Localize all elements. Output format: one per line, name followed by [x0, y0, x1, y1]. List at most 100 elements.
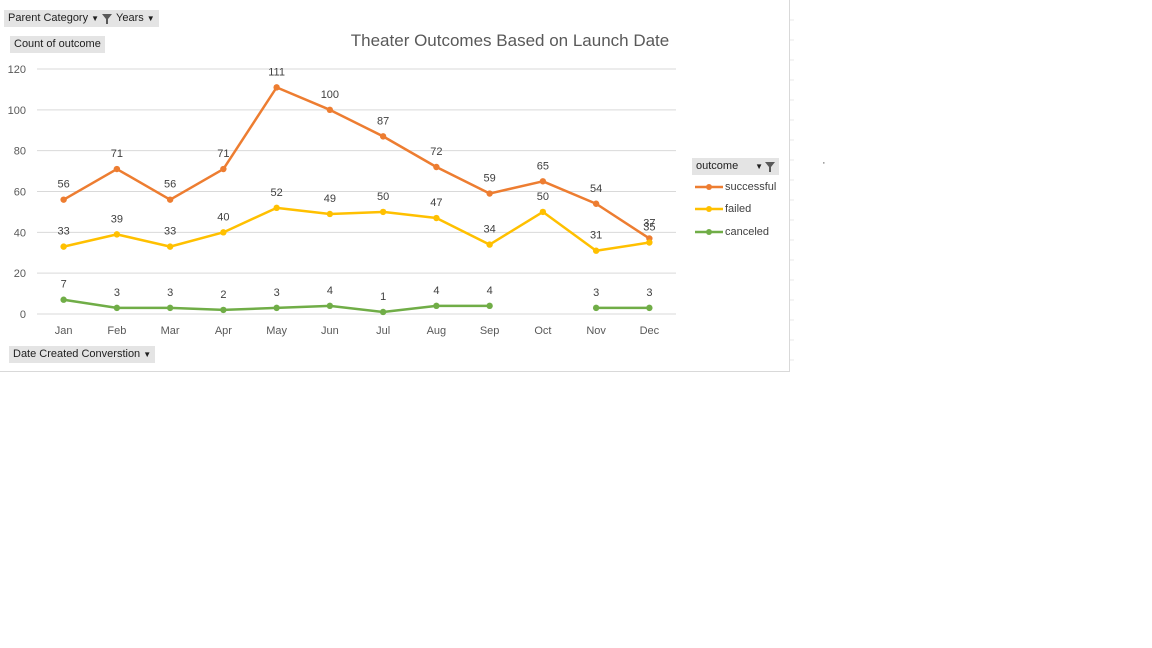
data-label-failed: 39: [111, 213, 123, 225]
data-point-failed: [592, 247, 600, 254]
stray-dot: ·: [822, 157, 826, 169]
legend-label-successful: successful: [725, 181, 777, 193]
data-label-successful: 72: [430, 146, 442, 158]
legend-outcome-filter-button[interactable]: outcome ▼: [692, 158, 779, 175]
data-point-canceled: [486, 302, 493, 310]
data-label-canceled: 4: [327, 285, 333, 297]
data-point-failed: [166, 243, 174, 250]
data-point-successful: [166, 196, 174, 203]
x-tick-label: Apr: [215, 325, 232, 337]
legend-label-canceled: canceled: [725, 226, 770, 238]
data-label-failed: 49: [324, 193, 336, 205]
data-point-successful: [273, 84, 280, 91]
data-point-canceled: [433, 302, 440, 310]
legend-entry-canceled[interactable]: canceled: [695, 225, 769, 239]
data-point-failed: [539, 208, 547, 216]
data-label-successful: 100: [321, 89, 339, 101]
y-tick-label: 20: [14, 268, 26, 280]
y-tick-label: 60: [14, 187, 26, 199]
data-label-failed: 47: [430, 197, 442, 209]
data-label-canceled: 3: [274, 287, 280, 299]
data-label-successful: 65: [537, 160, 549, 172]
x-tick-label: Oct: [534, 325, 551, 337]
data-label-failed: 35: [643, 222, 655, 234]
count-of-outcome-button[interactable]: Count of outcome: [10, 36, 105, 53]
data-label-failed: 50: [537, 191, 549, 203]
y-tick-label: 100: [8, 105, 26, 117]
series-line-successful: [63, 86, 651, 240]
data-point-failed: [273, 204, 280, 212]
data-point-failed: [379, 208, 387, 216]
legend-line-marker-icon: [695, 206, 723, 212]
data-point-failed: [433, 214, 440, 222]
data-point-canceled: [273, 304, 280, 312]
dropdown-arrow-icon: ▼: [91, 13, 100, 23]
date-created-label: Date Created Converstion: [13, 348, 141, 360]
chart-title: Theater Outcomes Based on Launch Date: [350, 31, 670, 50]
series-line-failed: [63, 206, 650, 252]
legend-line-marker-icon: [695, 229, 723, 235]
data-point-canceled: [379, 308, 387, 316]
data-point-canceled: [220, 306, 227, 314]
data-label-failed: 33: [164, 226, 176, 238]
y-tick-label: 40: [14, 227, 26, 239]
data-label-canceled: 2: [220, 289, 226, 301]
data-point-canceled: [646, 304, 653, 312]
data-point-failed: [326, 210, 334, 218]
data-label-canceled: 4: [433, 285, 439, 297]
legend-line-marker-icon: [695, 184, 723, 190]
data-label-canceled: 3: [646, 287, 652, 299]
x-tick-label: Jul: [376, 325, 390, 337]
data-label-successful: 59: [484, 173, 496, 185]
date-created-axis-button[interactable]: Date Created Converstion ▼: [9, 346, 156, 363]
data-point-canceled: [60, 296, 67, 303]
x-tick-label: Feb: [107, 325, 126, 337]
data-label-failed: 34: [484, 224, 496, 236]
data-label-successful: 56: [58, 179, 70, 191]
data-label-successful: 87: [377, 115, 389, 127]
x-tick-label: Jun: [321, 325, 339, 337]
data-label-successful: 71: [217, 148, 229, 160]
data-point-failed: [486, 241, 493, 248]
legend-entry-successful[interactable]: successful: [695, 180, 776, 194]
x-tick-label: Aug: [427, 325, 447, 337]
x-tick-label: Jan: [55, 325, 73, 337]
parent-category-label: Parent Category: [8, 12, 89, 24]
data-point-successful: [539, 178, 547, 185]
data-label-canceled: 4: [487, 285, 493, 297]
dropdown-arrow-icon: ▼: [146, 13, 155, 23]
data-point-successful: [326, 106, 334, 114]
data-label-successful: 56: [164, 179, 176, 191]
data-label-canceled: 3: [593, 287, 599, 299]
x-tick-label: Mar: [161, 325, 180, 337]
data-point-canceled: [326, 302, 334, 310]
data-label-successful: 37: [643, 217, 655, 229]
data-point-canceled: [166, 304, 174, 312]
legend-title: outcome: [696, 160, 739, 172]
data-point-successful: [220, 165, 227, 173]
data-label-canceled: 3: [114, 287, 120, 299]
data-label-failed: 31: [590, 230, 602, 242]
legend-entry-failed[interactable]: failed: [695, 202, 751, 216]
data-point-successful: [433, 163, 440, 171]
x-tick-label: May: [266, 325, 287, 337]
filter-funnel-icon: [102, 13, 113, 24]
pivot-chart[interactable]: Parent Category ▼ Years ▼ Count of outco…: [0, 0, 790, 372]
data-label-successful: 71: [111, 148, 123, 160]
data-point-failed: [646, 239, 653, 246]
data-point-failed: [220, 229, 227, 236]
data-point-failed: [113, 231, 121, 238]
x-tick-label: Dec: [640, 325, 660, 337]
parent-category-filter-button[interactable]: Parent Category ▼: [4, 10, 117, 27]
data-point-successful: [592, 200, 600, 207]
data-point-successful: [486, 190, 493, 197]
data-label-failed: 40: [217, 211, 229, 223]
data-label-failed: 33: [58, 226, 70, 238]
years-filter-button[interactable]: Years ▼: [112, 10, 159, 27]
line-plot-area[interactable]: 0 20 40 60 80 100 120 Jan Feb Mar Apr May Jun Jul Aug S…: [0, 0, 790, 372]
data-point-successful: [113, 165, 121, 173]
y-tick-label: 0: [20, 309, 26, 321]
y-tick-label: 80: [14, 146, 26, 158]
filter-funnel-icon: [765, 161, 775, 172]
data-point-failed: [60, 243, 67, 250]
